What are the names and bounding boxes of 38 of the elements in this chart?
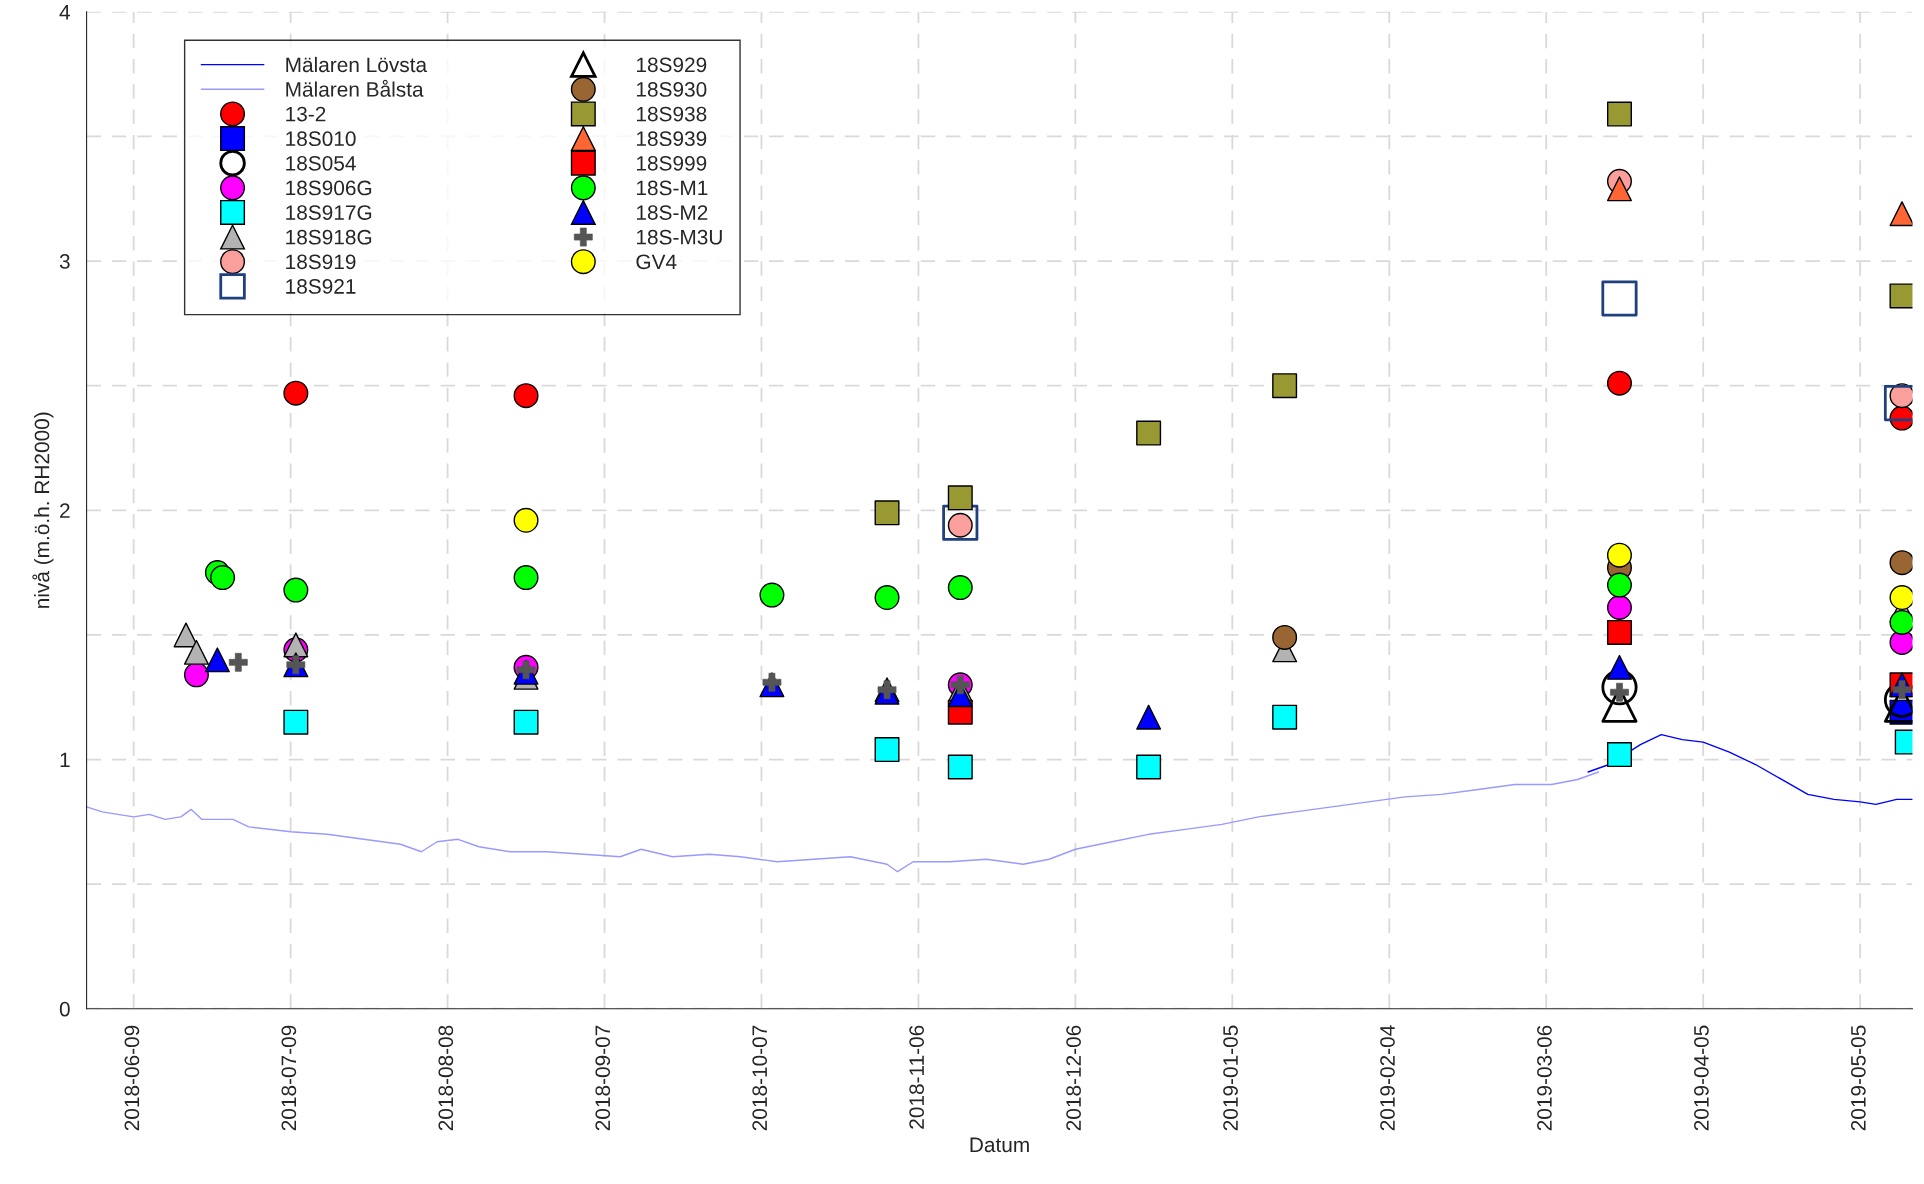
legend-label: 18S929 [636, 57, 707, 73]
legend-label: GV4 [636, 254, 677, 270]
x-tick-label: 2018-12-06 [1066, 1025, 1081, 1131]
y-tick-label: 1 [60, 752, 70, 768]
legend-label: 18S906G [286, 180, 372, 196]
x-tick-label: 2018-09-07 [595, 1025, 611, 1131]
legend-label: 18S939 [636, 131, 707, 147]
y-tick-label: 2 [60, 503, 70, 518]
x-axis-title: Datum [970, 1137, 1029, 1153]
x-tick-label: 2018-10-07 [752, 1025, 768, 1131]
x-tick-label: 2018-11-06 [909, 1025, 925, 1129]
legend-label: 18S-M3U [636, 229, 722, 245]
legend-label: 13-2 [286, 106, 326, 122]
y-axis-title: nivå (m.ö.h. RH2000) [32, 412, 54, 608]
legend-label: 18S-M2 [636, 205, 708, 220]
legend-label: 18S917G [286, 205, 372, 220]
legend-label: 18S-M1 [636, 180, 708, 196]
x-tick-label: 2019-02-04 [1380, 1025, 1395, 1131]
y-tick-label: 3 [59, 254, 70, 269]
legend-label: 18S918G [286, 229, 372, 245]
x-tick-label: 2019-04-05 [1694, 1025, 1709, 1131]
legend-label: 18S010 [286, 131, 356, 147]
x-tick-label: 2019-05-05 [1850, 1025, 1866, 1131]
x-tick-label: 2018-07-09 [281, 1025, 297, 1131]
legend-label: 18S999 [636, 155, 707, 171]
legend-label: 18S938 [636, 106, 707, 122]
x-tick-label: 2019-01-05 [1223, 1025, 1238, 1131]
y-tick-label: 0 [59, 1001, 70, 1017]
x-tick-label: 2019-03-06 [1537, 1025, 1552, 1131]
legend-label: 18S919 [286, 254, 356, 270]
legend-label: 18S921 [286, 279, 356, 294]
x-tick-label: 2018-06-09 [124, 1025, 140, 1131]
legend-label: Mälaren Bålsta [286, 79, 424, 97]
legend-label: 18S054 [286, 155, 356, 171]
legend-label: 18S930 [636, 82, 707, 97]
legend-label: Mälaren Lövsta [286, 56, 428, 73]
x-tick-label: 2018-08-08 [438, 1025, 454, 1131]
y-tick-label: 4 [59, 5, 70, 20]
